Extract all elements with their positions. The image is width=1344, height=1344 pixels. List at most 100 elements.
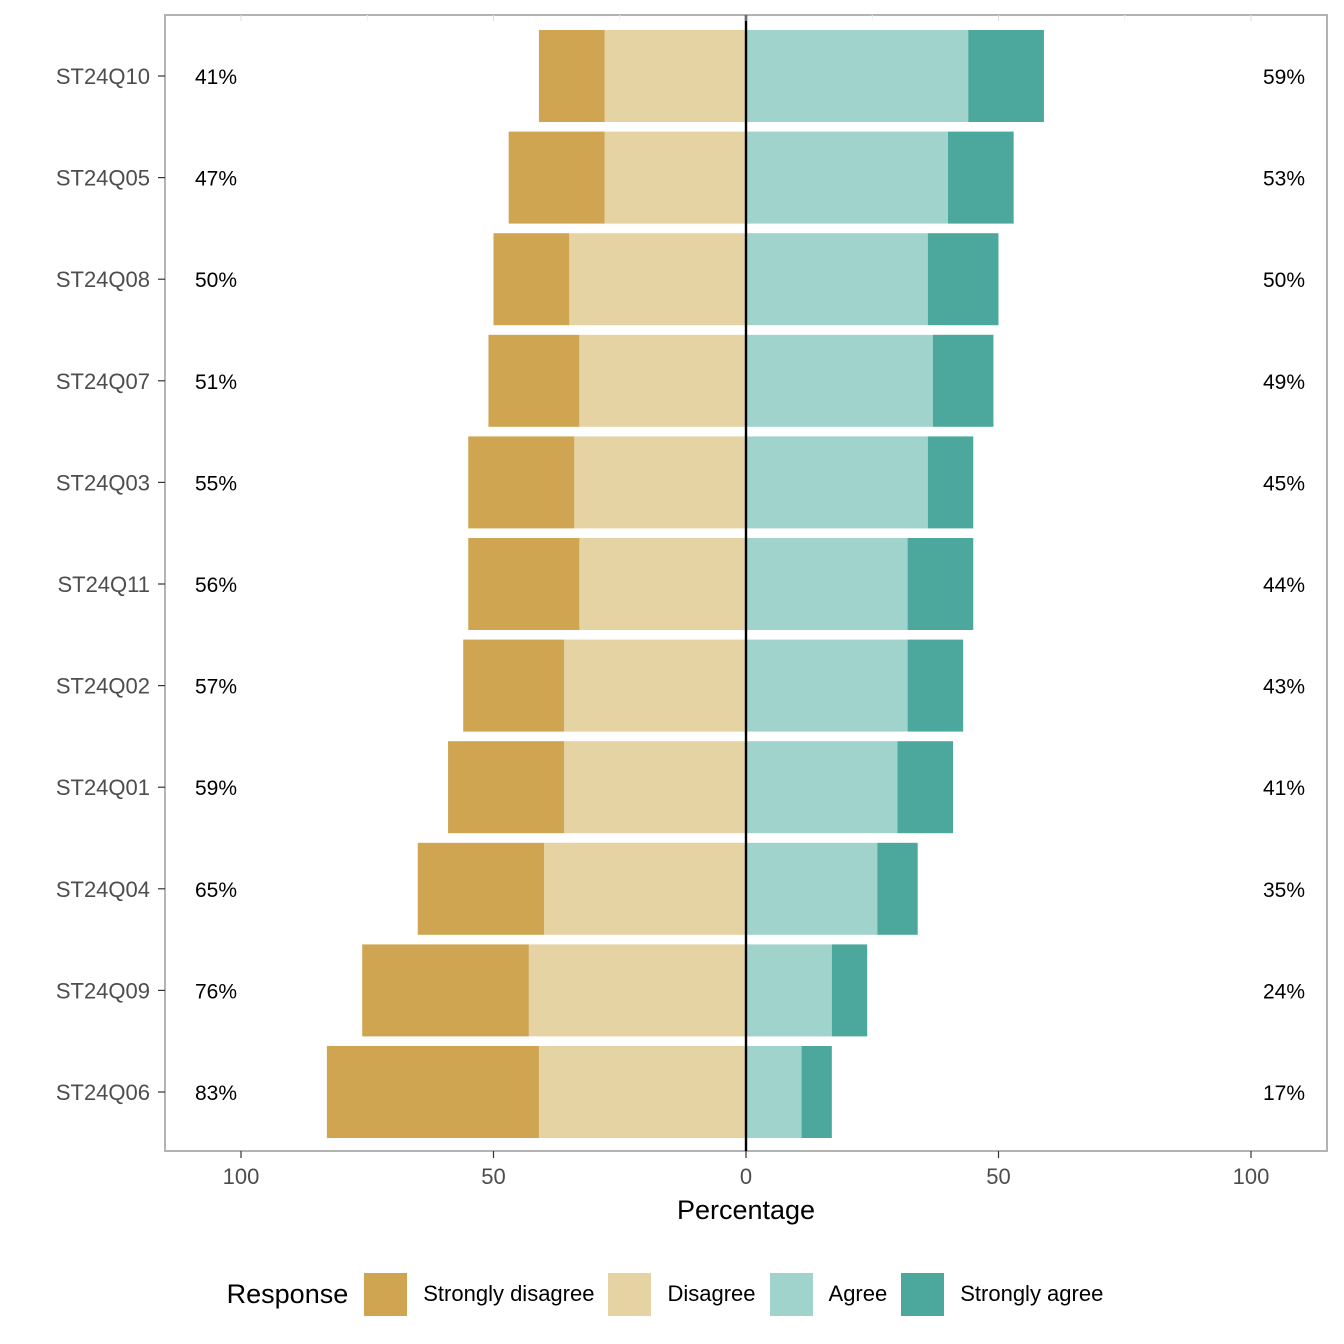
- y-tick-label: ST24Q06: [56, 1080, 150, 1105]
- y-tick-label: ST24Q02: [56, 674, 150, 699]
- left-percent-label: 57%: [195, 676, 237, 699]
- right-percent-label: 24%: [1263, 980, 1305, 1003]
- right-percent-label: 44%: [1263, 574, 1305, 597]
- right-percent-label: 50%: [1263, 269, 1305, 292]
- left-percent-label: 56%: [195, 574, 237, 597]
- legend-item-disagree: Disagree: [608, 1272, 756, 1316]
- bar-st24q03-disagree: [574, 436, 746, 529]
- bar-st24q06-strongly-disagree: [326, 1046, 539, 1138]
- right-percent-label: 59%: [1263, 66, 1305, 89]
- x-axis-ticks: 100 50 0 50 100: [223, 15, 1270, 1189]
- left-percent-labels: 41% 47% 50% 51% 55% 56% 57% 59% 65% 76% 83%: [195, 66, 237, 1105]
- bar-st24q01-agree: [746, 741, 898, 834]
- right-percent-labels: 59% 53% 50% 49% 45% 44% 43% 41% 35% 24% 17%: [1263, 66, 1305, 1105]
- left-percent-label: 65%: [195, 879, 237, 902]
- bar-st24q11-agree: [746, 538, 908, 630]
- bar-st24q05-strongly-agree: [948, 131, 1014, 224]
- y-tick-label: ST24Q09: [56, 978, 150, 1003]
- legend-swatch-strongly-agree: [901, 1272, 945, 1316]
- bar-st24q07-disagree: [579, 334, 746, 427]
- legend-title: Response: [226, 1278, 349, 1309]
- bar-st24q08-strongly-agree: [927, 233, 999, 326]
- bar-st24q07-strongly-disagree: [488, 334, 580, 427]
- bar-st24q10-strongly-disagree: [538, 30, 605, 122]
- bar-st24q09-strongly-agree: [831, 944, 868, 1037]
- left-percent-label: 50%: [195, 269, 237, 292]
- left-percent-label: 76%: [195, 980, 237, 1003]
- legend-item-agree: Agree: [769, 1272, 888, 1316]
- bar-st24q11-disagree: [579, 538, 746, 630]
- y-tick-label: ST24Q11: [57, 572, 150, 597]
- x-tick-label: 100: [1233, 1164, 1270, 1189]
- legend-swatch-agree: [769, 1272, 813, 1316]
- bar-st24q08-strongly-disagree: [493, 233, 570, 326]
- y-tick-label: ST24Q07: [56, 369, 150, 394]
- y-tick-label: ST24Q05: [56, 166, 150, 191]
- bar-st24q05-agree: [746, 131, 948, 224]
- x-tick-label: 0: [740, 1164, 752, 1189]
- x-tick-label: 50: [481, 1164, 505, 1189]
- legend-label-agree: Agree: [828, 1281, 888, 1306]
- legend-swatch-strongly-disagree: [364, 1272, 408, 1316]
- legend-item-strongly-agree: Strongly agree: [901, 1272, 1104, 1316]
- bar-st24q10-disagree: [604, 30, 746, 122]
- right-percent-label: 53%: [1263, 168, 1305, 191]
- bar-st24q09-disagree: [528, 944, 746, 1037]
- bar-st24q06-strongly-agree: [801, 1046, 832, 1138]
- likert-chart: ST24Q10 ST24Q05 ST24Q08 ST24Q07 ST24Q03 ST24Q…: [56, 14, 1328, 1225]
- y-tick-label: ST24Q10: [56, 64, 150, 89]
- left-percent-label: 51%: [195, 371, 237, 394]
- bar-st24q02-disagree: [564, 639, 746, 732]
- legend-label-disagree: Disagree: [667, 1281, 756, 1306]
- y-axis-labels: ST24Q10 ST24Q05 ST24Q08 ST24Q07 ST24Q03 ST24Q…: [56, 64, 165, 1105]
- bar-st24q01-strongly-agree: [897, 741, 954, 834]
- bar-st24q09-agree: [746, 944, 832, 1037]
- legend-item-strongly-disagree: Strongly disagree: [364, 1272, 595, 1316]
- bar-st24q03-strongly-disagree: [468, 436, 575, 529]
- left-percent-label: 41%: [195, 66, 237, 89]
- bar-st24q02-strongly-disagree: [463, 639, 565, 732]
- right-percent-label: 49%: [1263, 371, 1305, 394]
- y-tick-label: ST24Q03: [56, 470, 150, 495]
- left-percent-label: 59%: [195, 777, 237, 800]
- bar-st24q08-agree: [746, 233, 928, 326]
- bar-st24q01-disagree: [564, 741, 746, 834]
- bar-st24q04-strongly-agree: [877, 842, 918, 935]
- x-tick-label: 100: [223, 1164, 260, 1189]
- bar-st24q03-agree: [746, 436, 928, 529]
- bar-st24q02-strongly-agree: [907, 639, 964, 732]
- bar-st24q10-agree: [746, 30, 969, 122]
- bar-st24q01-strongly-disagree: [448, 741, 565, 834]
- legend-swatch-disagree: [608, 1272, 652, 1316]
- bar-st24q10-strongly-agree: [968, 30, 1044, 122]
- x-tick-label: 50: [986, 1164, 1010, 1189]
- bar-st24q08-disagree: [569, 233, 746, 326]
- left-percent-label: 47%: [195, 168, 237, 191]
- bar-st24q04-agree: [746, 842, 878, 935]
- right-percent-label: 17%: [1263, 1082, 1305, 1105]
- y-tick-label: ST24Q01: [56, 775, 150, 800]
- bar-st24q06-agree: [746, 1046, 802, 1138]
- bar-st24q03-strongly-agree: [927, 436, 974, 529]
- x-axis-title: Percentage: [677, 1195, 815, 1225]
- left-percent-label: 55%: [195, 472, 237, 495]
- legend: Response Strongly disagree Disagree Agre…: [0, 1262, 1344, 1326]
- bar-st24q07-agree: [746, 334, 933, 427]
- right-percent-label: 35%: [1263, 879, 1305, 902]
- bar-st24q09-strongly-disagree: [362, 944, 529, 1037]
- y-tick-label: ST24Q04: [56, 877, 150, 902]
- right-percent-label: 45%: [1263, 472, 1305, 495]
- bar-st24q11-strongly-agree: [907, 538, 974, 630]
- bar-st24q02-agree: [746, 639, 908, 732]
- bar-st24q11-strongly-disagree: [468, 538, 580, 630]
- bar-st24q05-disagree: [604, 131, 746, 224]
- right-percent-label: 41%: [1263, 777, 1305, 800]
- bar-st24q05-strongly-disagree: [508, 131, 605, 224]
- legend-label-strongly-disagree: Strongly disagree: [423, 1281, 595, 1306]
- bars-layer: [326, 30, 1044, 1138]
- legend-label-strongly-agree: Strongly agree: [960, 1281, 1104, 1306]
- y-tick-label: ST24Q08: [56, 267, 150, 292]
- bar-st24q06-disagree: [538, 1046, 746, 1138]
- right-percent-label: 43%: [1263, 676, 1305, 699]
- bar-st24q04-disagree: [544, 842, 746, 935]
